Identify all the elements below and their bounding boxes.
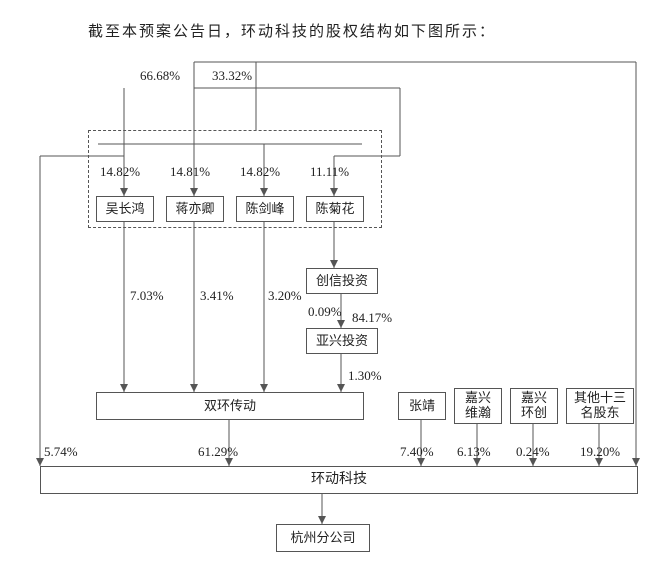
pct-jw: 6.13% xyxy=(457,444,491,460)
node-huandong: 环动科技 xyxy=(40,466,638,494)
node-jx_huanchuang: 嘉兴 环创 xyxy=(510,388,558,424)
pct-top2: 33.32% xyxy=(212,68,252,84)
node-p1: 吴长鸿 xyxy=(96,196,154,222)
pct-sh_out: 61.29% xyxy=(198,444,238,460)
node-jx_weihan: 嘉兴 维瀚 xyxy=(454,388,502,424)
node-yaxing: 亚兴投资 xyxy=(306,328,378,354)
node-hangzhou: 杭州分公司 xyxy=(276,524,370,552)
pct-top1: 66.68% xyxy=(140,68,180,84)
pct-g1: 14.82% xyxy=(100,164,140,180)
node-shuanghuan: 双环传动 xyxy=(96,392,364,420)
pct-g4: 11.11% xyxy=(310,164,349,180)
node-other13: 其他十三 名股东 xyxy=(566,388,634,424)
pct-m1: 7.03% xyxy=(130,288,164,304)
node-p2: 蒋亦卿 xyxy=(166,196,224,222)
pct-yx_down: 1.30% xyxy=(348,368,382,384)
pct-oth: 19.20% xyxy=(580,444,620,460)
pct-left: 5.74% xyxy=(44,444,78,460)
pct-m2: 3.41% xyxy=(200,288,234,304)
equity-structure-diagram: 截至本预案公告日，环动科技的股权结构如下图所示：吴长鸿蒋亦卿陈剑峰陈菊花创信投资… xyxy=(0,0,662,567)
pct-m4: 0.09% xyxy=(308,304,342,320)
node-zhangjing: 张靖 xyxy=(398,392,446,420)
pct-zj: 7.40% xyxy=(400,444,434,460)
node-chuangxin: 创信投资 xyxy=(306,268,378,294)
pct-g2: 14.81% xyxy=(170,164,210,180)
node-p4: 陈菊花 xyxy=(306,196,364,222)
pct-cx_to_yx: 84.17% xyxy=(352,310,392,326)
pct-g3: 14.82% xyxy=(240,164,280,180)
pct-m3: 3.20% xyxy=(268,288,302,304)
pct-jh: 0.24% xyxy=(516,444,550,460)
node-p3: 陈剑峰 xyxy=(236,196,294,222)
